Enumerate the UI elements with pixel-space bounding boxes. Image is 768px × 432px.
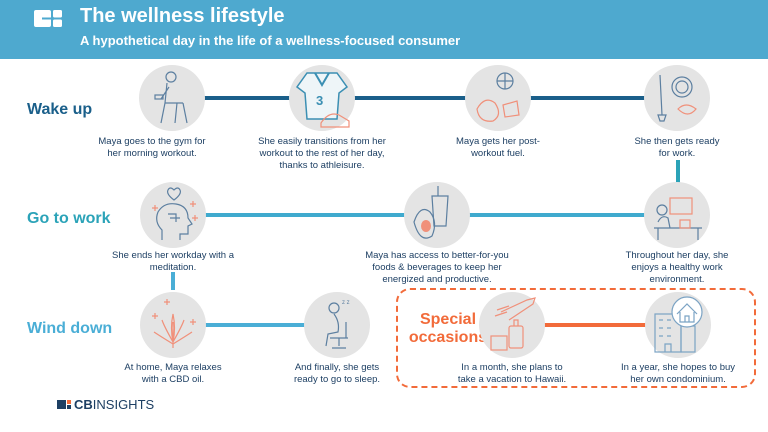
row-label-wake-up: Wake up <box>27 101 93 118</box>
row-label-go-to-work: Go to work <box>27 210 111 227</box>
svg-text:z z: z z <box>342 300 350 306</box>
page-subtitle: A hypothetical day in the life of a well… <box>80 33 461 48</box>
cb-insights-logo: CBINSIGHTS <box>57 397 154 412</box>
work-desk-icon <box>644 182 710 248</box>
row-label-special-occasions: Special occasions <box>408 311 488 346</box>
page-title: The wellness lifestyle <box>80 5 285 27</box>
caption-cbd: At home, Maya relaxes with a CBD oil. <box>124 362 222 385</box>
caption-ready: She then gets ready for work. <box>634 136 720 159</box>
special-occasions-box <box>396 288 756 388</box>
sleep-chair-icon: z z <box>304 292 370 358</box>
caption-sleep: And finally, she gets ready to go to sle… <box>293 362 381 385</box>
brand-insights: INSIGHTS <box>92 397 155 412</box>
caption-fuel: Maya gets her post-workout fuel. <box>456 136 540 159</box>
makeup-icon <box>644 65 710 131</box>
post-workout-fuel-icon <box>465 65 531 131</box>
caption-condo: In a year, she hopes to buy her own cond… <box>620 362 736 385</box>
meditation-head-icon <box>140 182 206 248</box>
caption-environment: Throughout her day, she enjoys a healthy… <box>625 250 729 285</box>
airplane-luggage-icon <box>479 292 545 358</box>
wind-down-connector <box>173 323 337 327</box>
svg-text:3: 3 <box>316 93 323 108</box>
athleisure-jersey-icon: 3 <box>289 65 355 131</box>
food-beverage-icon <box>404 182 470 248</box>
brand-cb: CB <box>74 397 93 412</box>
header-banner: The wellness lifestyle A hypothetical da… <box>0 0 768 59</box>
special-connector <box>512 323 678 327</box>
cb-logo-icon <box>57 400 71 409</box>
vertical-connector <box>676 160 680 184</box>
caption-vacation: In a month, she plans to take a vacation… <box>457 362 567 385</box>
caption-foods: Maya has access to better-for-you foods … <box>365 250 509 285</box>
caption-meditation: She ends her workday with a meditation. <box>112 250 234 273</box>
vertical-connector <box>171 272 175 290</box>
wake-up-connector <box>172 96 677 100</box>
row-label-wind-down: Wind down <box>27 320 113 337</box>
caption-gym: Maya goes to the gym for her morning wor… <box>98 136 206 159</box>
cb-logo-icon <box>34 10 62 27</box>
cbd-leaf-icon <box>140 292 206 358</box>
condominium-icon <box>645 292 711 358</box>
gym-icon <box>139 65 205 131</box>
caption-athleisure: She easily transitions from her workout … <box>258 136 386 171</box>
